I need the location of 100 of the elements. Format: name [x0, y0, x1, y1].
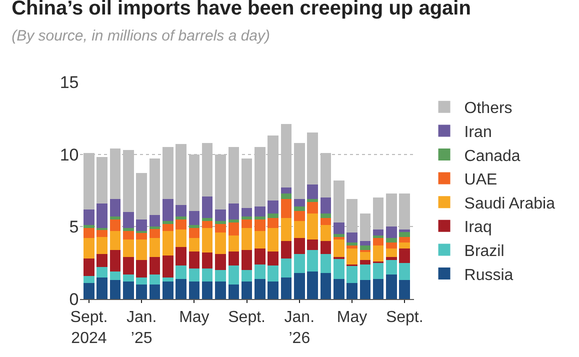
bar — [307, 202, 318, 214]
bar — [188, 225, 200, 228]
bar — [149, 238, 160, 258]
legend-label: Iran — [464, 124, 492, 141]
bar — [136, 260, 147, 278]
bar — [372, 198, 384, 230]
bar — [123, 240, 134, 258]
bar — [96, 277, 108, 299]
bar — [149, 215, 160, 227]
bar — [268, 214, 278, 218]
bar — [360, 260, 371, 264]
bar — [202, 228, 213, 253]
bar — [110, 199, 121, 217]
bar — [254, 219, 266, 232]
bar — [294, 210, 305, 221]
bar — [268, 251, 278, 266]
legend-label: Canada — [464, 148, 520, 165]
bar — [241, 208, 252, 217]
bar — [268, 218, 278, 228]
bar — [346, 266, 358, 284]
bar — [176, 219, 186, 230]
bar — [188, 268, 200, 282]
x-tick-label: Sept. — [386, 309, 424, 326]
bar — [294, 272, 305, 299]
bar — [399, 280, 410, 299]
bar — [202, 220, 213, 228]
bar — [215, 224, 226, 232]
bar — [162, 199, 174, 221]
bar — [320, 214, 332, 218]
bar — [399, 248, 410, 263]
bar — [123, 231, 134, 240]
bar — [280, 258, 292, 278]
bar — [254, 206, 266, 217]
bar — [110, 250, 121, 272]
bar — [346, 283, 358, 299]
chart-subtitle: (By source, in millions of barrels a day) — [12, 27, 270, 44]
bar — [254, 278, 266, 299]
bar — [307, 214, 318, 240]
bar — [215, 220, 226, 224]
y-tick-label: 0 — [69, 290, 79, 309]
bar — [110, 219, 121, 232]
bar — [386, 226, 397, 238]
bar — [84, 276, 94, 284]
bar — [110, 272, 121, 280]
bar — [268, 200, 278, 214]
chart-title: China’s oil imports have been creeping up again — [12, 0, 471, 20]
bar — [188, 228, 200, 238]
bar — [136, 284, 147, 299]
bar — [294, 199, 305, 206]
bar — [84, 209, 94, 226]
bar — [320, 225, 332, 242]
bar — [372, 230, 384, 236]
bar — [84, 225, 94, 228]
bar — [360, 264, 371, 280]
bar — [176, 216, 186, 220]
bar — [176, 266, 186, 279]
bar — [386, 242, 397, 248]
bar — [149, 257, 160, 274]
bar — [188, 251, 200, 269]
bar — [333, 258, 344, 279]
bar — [96, 254, 108, 268]
bar — [228, 284, 240, 299]
bar — [162, 231, 174, 256]
bar — [202, 252, 213, 269]
bar — [110, 231, 121, 250]
bar — [307, 132, 318, 185]
bar — [254, 248, 266, 264]
bar — [346, 232, 358, 243]
bar — [176, 278, 186, 299]
bar — [333, 234, 344, 237]
bar — [136, 173, 147, 220]
x-tick-label: Jan. ’25 — [126, 309, 157, 347]
bar — [399, 242, 410, 248]
bar — [149, 158, 160, 216]
bar — [123, 282, 134, 299]
bar — [346, 245, 358, 248]
bar — [123, 257, 134, 274]
bar — [372, 278, 384, 299]
bar — [176, 204, 186, 217]
y-tick-label: 10 — [60, 145, 79, 164]
x-tick-label: Sept. 2024 — [70, 309, 108, 347]
x-tick-label: Jan. ’26 — [284, 309, 315, 347]
bar — [228, 219, 240, 222]
bar — [215, 232, 226, 254]
bar — [136, 219, 147, 232]
bar — [241, 216, 252, 220]
bar — [294, 220, 305, 238]
bar — [228, 266, 240, 285]
bar — [228, 251, 240, 266]
legend-label: Saudi Arabia — [464, 195, 556, 212]
bar — [136, 277, 147, 285]
bar — [399, 236, 410, 243]
bar — [149, 274, 160, 285]
bar — [333, 240, 344, 258]
bar — [215, 254, 226, 270]
bar — [268, 228, 278, 252]
bar — [280, 277, 292, 299]
bar — [280, 218, 292, 242]
bar — [241, 270, 252, 282]
bar — [202, 196, 213, 218]
